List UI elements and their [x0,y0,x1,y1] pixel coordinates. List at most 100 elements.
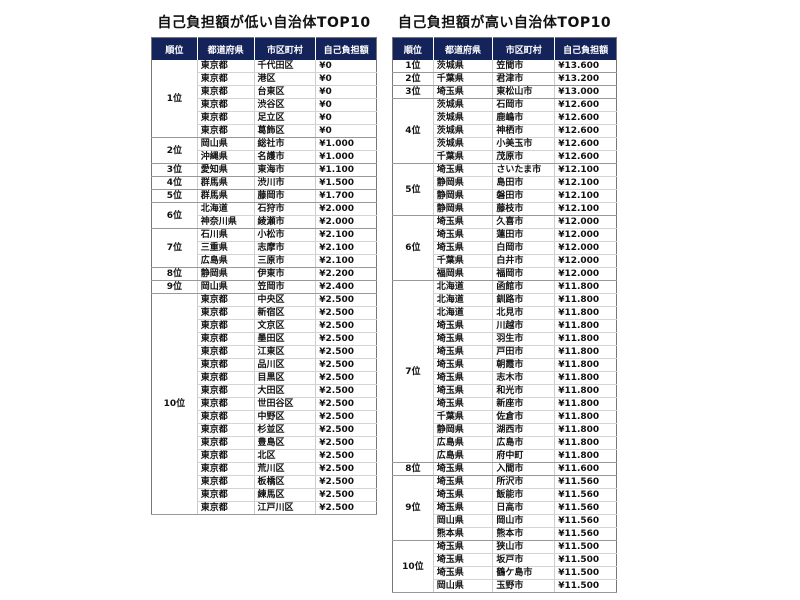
cost-cell: ¥11.800 [554,371,617,385]
municipality-cell: 羽生市 [492,332,556,346]
rank-cell: 10位 [151,293,198,515]
cost-cell: ¥0 [315,72,377,86]
prefecture-cell: 東京都 [197,60,255,73]
municipality-cell: 大田区 [254,384,317,398]
prefecture-cell: 東京都 [197,293,255,307]
prefecture-cell: 埼玉県 [433,384,494,398]
municipality-cell: 鶴ケ島市 [492,566,556,580]
table-row: 東京都 渋谷区 ¥0 [152,98,377,112]
cost-cell: ¥2.500 [315,501,377,515]
table-row: 東京都 品川区 ¥2.500 [152,358,377,372]
cost-cell: ¥2.400 [315,280,377,294]
prefecture-cell: 群馬県 [197,176,255,190]
table-row: 1位 東京都 千代田区 ¥0 [151,60,377,138]
prefecture-cell: 埼玉県 [433,501,494,515]
municipality-cell: 白岡市 [492,241,556,255]
table-row: 広島県 府中町 ¥11.800 [393,449,617,463]
cost-cell: ¥11.800 [554,423,617,437]
prefecture-cell: 東京都 [197,371,255,385]
prefecture-cell: 茨城県 [433,98,494,112]
table-row: 5位 群馬県 藤岡市 ¥1.700 [151,189,377,203]
header-prefecture: 都道府県 [197,37,255,60]
table-row: 10位 埼玉県 狭山市 ¥11.500 [392,540,617,593]
cost-cell: ¥2.500 [315,410,377,424]
municipality-cell: 江東区 [254,345,317,359]
prefecture-cell: 東京都 [197,319,255,333]
table-row: 東京都 墨田区 ¥2.500 [152,332,377,346]
table-row: 東京都 杉並区 ¥2.500 [152,423,377,437]
table-row: 8位 静岡県 伊東市 ¥2.200 [151,267,377,281]
prefecture-cell: 熊本県 [433,527,494,541]
cost-cell: ¥11.500 [554,579,617,593]
table-row: 千葉県 茂原市 ¥12.600 [393,150,617,164]
rank-cell: 2位 [151,137,198,164]
prefecture-cell: 埼玉県 [433,371,494,385]
prefecture-cell: 福岡県 [433,267,494,281]
prefecture-cell: 広島県 [197,254,255,268]
prefecture-cell: 埼玉県 [433,397,494,411]
table-row: 東京都 台東区 ¥0 [152,85,377,99]
table-row: 東京都 足立区 ¥0 [152,111,377,125]
table-row: 東京都 大田区 ¥2.500 [152,384,377,398]
rank-cell: 1位 [392,60,434,73]
prefecture-cell: 茨城県 [433,60,494,73]
municipality-cell: 東海市 [254,163,317,177]
rank-cell: 7位 [392,280,434,463]
rank-cell: 1位 [151,60,198,138]
municipality-cell: 北区 [254,449,317,463]
rank-cell: 5位 [392,163,434,216]
municipality-cell: 所沢市 [492,475,556,489]
prefecture-cell: 静岡県 [197,267,255,281]
municipality-cell: 中央区 [254,293,317,307]
municipality-cell: 志木市 [492,371,556,385]
municipality-cell: 墨田区 [254,332,317,346]
municipality-cell: 日高市 [492,501,556,515]
prefecture-cell: 北海道 [433,280,494,294]
rank-cell: 8位 [392,462,434,476]
municipality-cell: 三原市 [254,254,317,268]
table-row: 静岡県 藤枝市 ¥12.100 [393,202,617,216]
table-row: 埼玉県 飯能市 ¥11.560 [393,488,617,502]
table-row: 10位 東京都 中央区 ¥2.500 [151,293,377,515]
municipality-cell: 中野区 [254,410,317,424]
cost-cell: ¥12.000 [554,241,617,255]
cost-cell: ¥2.500 [315,436,377,450]
prefecture-cell: 埼玉県 [433,163,494,177]
prefecture-cell: 東京都 [197,72,255,86]
rank-cell: 9位 [151,280,198,294]
prefecture-cell: 静岡県 [433,202,494,216]
cost-cell: ¥2.500 [315,423,377,437]
cost-cell: ¥12.100 [554,202,617,216]
municipality-cell: 神栖市 [492,124,556,138]
table-row: 2位 岡山県 総社市 ¥1.000 [151,137,377,164]
header-municipality: 市区町村 [492,37,556,60]
header-rank: 順位 [392,37,434,60]
municipality-cell: 笠間市 [492,60,556,73]
table-row: 茨城県 小美玉市 ¥12.600 [393,137,617,151]
prefecture-cell: 千葉県 [433,254,494,268]
cost-cell: ¥2.200 [315,267,377,281]
municipality-cell: 府中町 [492,449,556,463]
municipality-cell: 豊島区 [254,436,317,450]
table-header-row: 順位 都道府県 市区町村 自己負担額 [392,37,617,60]
municipality-cell: 綾瀬市 [254,215,317,229]
header-rank: 順位 [151,37,198,60]
cost-cell: ¥2.100 [315,254,377,268]
municipality-cell: 戸田市 [492,345,556,359]
prefecture-cell: 岡山県 [433,579,494,593]
prefecture-cell: 埼玉県 [433,332,494,346]
rank-cell: 8位 [151,267,198,281]
high-cost-ranking: 自己負担額が高い自治体TOP10 順位 都道府県 市区町村 自己負担額 1位 茨城… [392,12,617,593]
cost-cell: ¥11.560 [554,475,617,489]
prefecture-cell: 広島県 [433,449,494,463]
cost-cell: ¥11.800 [554,345,617,359]
prefecture-cell: 沖縄県 [197,150,255,164]
municipality-cell: 品川区 [254,358,317,372]
cost-cell: ¥12.000 [554,267,617,281]
prefecture-cell: 埼玉県 [433,488,494,502]
table-row: 静岡県 磐田市 ¥12.100 [393,189,617,203]
header-municipality: 市区町村 [254,37,317,60]
cost-cell: ¥1.000 [315,137,377,151]
table-row: 千葉県 白井市 ¥12.000 [393,254,617,268]
prefecture-cell: 茨城県 [433,137,494,151]
